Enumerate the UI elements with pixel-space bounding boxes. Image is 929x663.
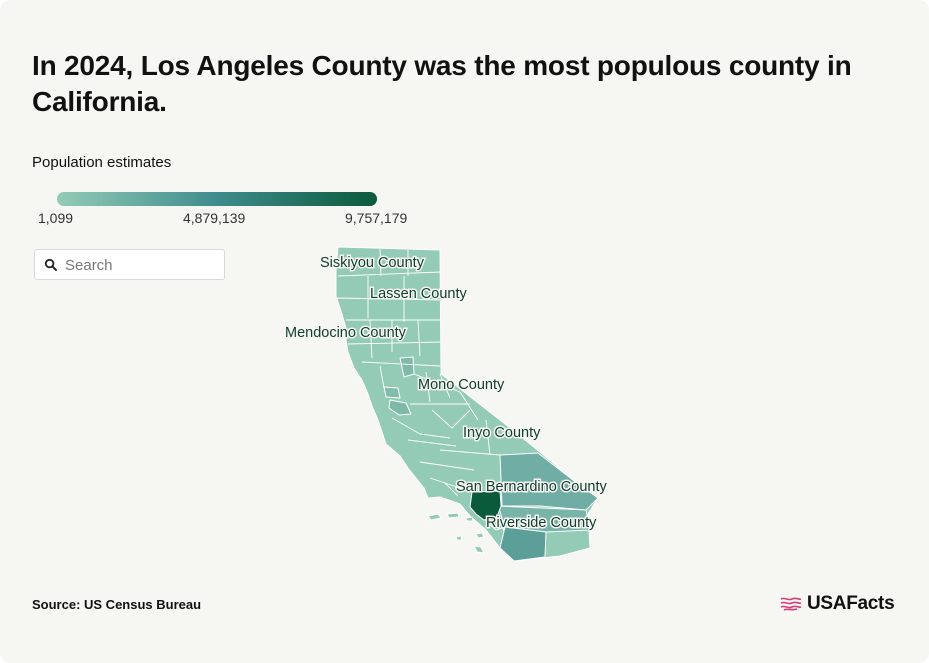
legend-max-label: 9,757,179 bbox=[345, 210, 408, 226]
county-boundaries bbox=[335, 248, 501, 497]
chart-title: In 2024, Los Angeles County was the most… bbox=[32, 50, 852, 117]
search-icon bbox=[44, 258, 57, 271]
label-lassen: Lassen County bbox=[370, 286, 467, 302]
label-mono: Mono County bbox=[418, 377, 505, 393]
label-mendocino: Mendocino County bbox=[285, 325, 407, 341]
label-san-bernardino: San Bernardino County bbox=[456, 479, 607, 495]
county-los-angeles[interactable] bbox=[469, 490, 502, 521]
label-riverside: Riverside County bbox=[486, 515, 597, 531]
legend-min-label: 1,099 bbox=[38, 210, 74, 226]
channel-islands bbox=[427, 512, 485, 554]
label-siskiyou: Siskiyou County bbox=[320, 255, 425, 271]
usa-flag-icon bbox=[780, 597, 802, 611]
search-input[interactable] bbox=[63, 253, 222, 277]
legend-title: Population estimates bbox=[32, 154, 172, 171]
source-note: Source: US Census Bureau bbox=[32, 597, 202, 612]
logo-text: USAFacts bbox=[807, 593, 895, 614]
county-search[interactable] bbox=[34, 249, 225, 280]
label-inyo: Inyo County bbox=[463, 425, 541, 441]
county-alameda[interactable] bbox=[383, 386, 401, 399]
county-san-diego[interactable] bbox=[499, 526, 547, 562]
legend-mid-label: 4,879,139 bbox=[183, 210, 246, 226]
county-santa-clara[interactable] bbox=[388, 399, 412, 416]
legend-color-scale bbox=[57, 192, 377, 206]
